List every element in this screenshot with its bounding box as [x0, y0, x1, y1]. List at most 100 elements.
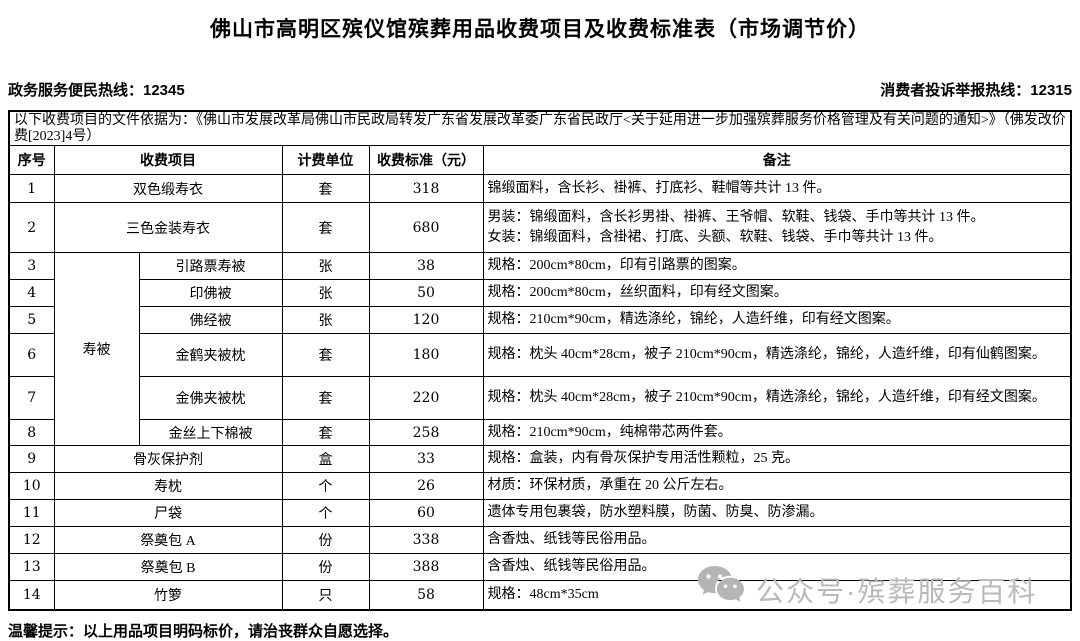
row-price: 38: [368, 252, 484, 280]
row-item: 祭奠包 A: [53, 526, 283, 554]
row-item: 佛经被: [138, 306, 283, 334]
row-no: 3: [8, 252, 55, 280]
table-row: 1 双色缎寿衣 套 318 锦缎面料，含长衫、褂裤、打底衫、鞋帽等共计 13 件…: [8, 174, 1072, 203]
row-remark: 规格：210cm*90cm，纯棉带芯两件套。: [482, 419, 1072, 446]
row-unit: 张: [281, 279, 370, 307]
row-unit: 个: [281, 499, 370, 527]
col-header-no: 序号: [8, 145, 55, 175]
row-no: 2: [8, 202, 55, 253]
row-no: 9: [8, 445, 55, 473]
row-remark: 规格：200cm*80cm，丝织面料，印有经文图案。: [482, 279, 1072, 307]
row-price: 60: [368, 499, 484, 527]
hotline-left: 政务服务便民热线：12345: [8, 82, 185, 99]
row-no: 14: [8, 580, 55, 610]
row-item: 印佛被: [138, 279, 283, 307]
row-no: 1: [8, 174, 55, 203]
row-remark: 含香烛、纸钱等民俗用品。: [482, 526, 1072, 554]
page-title: 佛山市高明区殡仪馆殡葬用品收费项目及收费标准表（市场调节价）: [210, 18, 870, 41]
table-row: 11 尸袋 个 60 遗体专用包裹袋，防水塑料膜，防菌、防臭、防渗漏。: [8, 499, 1072, 527]
row-price: 318: [368, 174, 484, 203]
row-price: 58: [368, 580, 484, 610]
table-row: 14 竹箩 只 58 规格：48cm*35cm: [8, 580, 1072, 610]
row-unit: 套: [281, 202, 370, 253]
row-no: 4: [8, 279, 55, 307]
row-item: 金佛夹被枕: [138, 376, 283, 420]
row-remark: 含香烛、纸钱等民俗用品。: [482, 553, 1072, 581]
table-row: 2 三色金装寿衣 套 680 男装：锦缎面料，含长衫男褂、褂裤、王爷帽、软鞋、钱…: [8, 202, 1072, 253]
table-row: 6 金鹤夹被枕 套 180 规格：枕头 40cm*28cm，被子 210cm*9…: [8, 333, 1072, 377]
row-remark: 规格：枕头 40cm*28cm，被子 210cm*90cm，精选涤纶，锦纶，人造…: [482, 333, 1072, 377]
row-item: 骨灰保护剂: [53, 445, 283, 473]
table-row: 12 祭奠包 A 份 338 含香烛、纸钱等民俗用品。: [8, 526, 1072, 554]
row-remark: 规格：48cm*35cm: [482, 580, 1072, 610]
hotline-right: 消费者投诉举报热线：12315: [880, 82, 1072, 99]
row-unit: 套: [281, 174, 370, 203]
row-no: 7: [8, 376, 55, 420]
row-remark: 规格：盒装，内有骨灰保护专用活性颗粒，25 克。: [482, 445, 1072, 473]
row-unit: 个: [281, 472, 370, 500]
row-price: 220: [368, 376, 484, 420]
row-price: 180: [368, 333, 484, 377]
row-unit: 张: [281, 252, 370, 280]
table-row: 9 骨灰保护剂 盒 33 规格：盒装，内有骨灰保护专用活性颗粒，25 克。: [8, 445, 1072, 473]
row-unit: 只: [281, 580, 370, 610]
row-item: 金丝上下棉被: [138, 419, 283, 446]
row-remark: 遗体专用包裹袋，防水塑料膜，防菌、防臭、防渗漏。: [482, 499, 1072, 527]
row-item: 竹箩: [53, 580, 283, 610]
col-header-item: 收费项目: [53, 145, 283, 175]
row-unit: 套: [281, 419, 370, 446]
row-price: 50: [368, 279, 484, 307]
row-no: 5: [8, 306, 55, 334]
row-unit: 盒: [281, 445, 370, 473]
row-price: 26: [368, 472, 484, 500]
row-unit: 份: [281, 553, 370, 581]
row-price: 680: [368, 202, 484, 253]
col-header-remark: 备注: [482, 145, 1072, 175]
col-header-unit: 计费单位: [281, 145, 370, 175]
footer-tip: 温馨提示：以上用品项目明码标价，请治丧群众自愿选择。: [8, 622, 399, 640]
row-remark: 男装：锦缎面料，含长衫男褂、褂裤、王爷帽、软鞋、钱袋、手巾等共计 13 件。 女…: [482, 202, 1072, 253]
document-basis-notice: 以下收费项目的文件依据为：《佛山市发展改革局佛山市民政局转发广东省发展改革委广东…: [8, 110, 1072, 146]
row-no: 10: [8, 472, 55, 500]
header-row: 序号 收费项目 计费单位 收费标准（元） 备注: [8, 145, 1072, 175]
row-unit: 份: [281, 526, 370, 554]
row-item: 寿枕: [53, 472, 283, 500]
row-item: 祭奠包 B: [53, 553, 283, 581]
table-row: 13 祭奠包 B 份 388 含香烛、纸钱等民俗用品。: [8, 553, 1072, 581]
row-no: 8: [8, 419, 55, 446]
row-no: 11: [8, 499, 55, 527]
row-unit: 套: [281, 333, 370, 377]
row-unit: 套: [281, 376, 370, 420]
row-price: 388: [368, 553, 484, 581]
table-row: 5 佛经被 张 120 规格：210cm*90cm，精选涤纶，锦纶，人造纤维，印…: [8, 306, 1072, 334]
table-row: 3 寿被 引路票寿被 张 38 规格：200cm*80cm，印有引路票的图案。: [8, 252, 1072, 446]
hotlines-bar: 政务服务便民热线：12345 消费者投诉举报热线：12315: [8, 79, 1072, 100]
row-price: 258: [368, 419, 484, 446]
row-remark: 规格：枕头 40cm*28cm，被子 210cm*90cm，精选涤纶，锦纶，人造…: [482, 376, 1072, 420]
row-no: 13: [8, 553, 55, 581]
row-no: 12: [8, 526, 55, 554]
row-item: 尸袋: [53, 499, 283, 527]
price-table: 以下收费项目的文件依据为：《佛山市发展改革局佛山市民政局转发广东省发展改革委广东…: [8, 110, 1072, 611]
row-remark: 锦缎面料，含长衫、褂裤、打底衫、鞋帽等共计 13 件。: [482, 174, 1072, 203]
row-remark: 规格：200cm*80cm，印有引路票的图案。: [482, 252, 1072, 280]
row-price: 33: [368, 445, 484, 473]
row-no: 6: [8, 333, 55, 377]
row-item: 金鹤夹被枕: [138, 333, 283, 377]
group-cell-shoubei: 寿被: [53, 252, 140, 446]
table-row: 4 印佛被 张 50 规格：200cm*80cm，丝织面料，印有经文图案。: [8, 279, 1072, 307]
row-remark: 规格：210cm*90cm，精选涤纶，锦纶，人造纤维，印有经文图案。: [482, 306, 1072, 334]
row-price: 120: [368, 306, 484, 334]
table-row: 7 金佛夹被枕 套 220 规格：枕头 40cm*28cm，被子 210cm*9…: [8, 376, 1072, 420]
table-row: 10 寿枕 个 26 材质：环保材质，承重在 20 公斤左右。: [8, 472, 1072, 500]
row-remark: 材质：环保材质，承重在 20 公斤左右。: [482, 472, 1072, 500]
row-item: 三色金装寿衣: [53, 202, 283, 253]
table-row: 8 金丝上下棉被 套 258 规格：210cm*90cm，纯棉带芯两件套。: [8, 419, 1072, 446]
row-item: 双色缎寿衣: [53, 174, 283, 203]
row-price: 338: [368, 526, 484, 554]
col-header-price: 收费标准（元）: [368, 145, 484, 175]
notice-row: 以下收费项目的文件依据为：《佛山市发展改革局佛山市民政局转发广东省发展改革委广东…: [8, 110, 1072, 146]
row-unit: 张: [281, 306, 370, 334]
row-item: 引路票寿被: [138, 252, 283, 280]
